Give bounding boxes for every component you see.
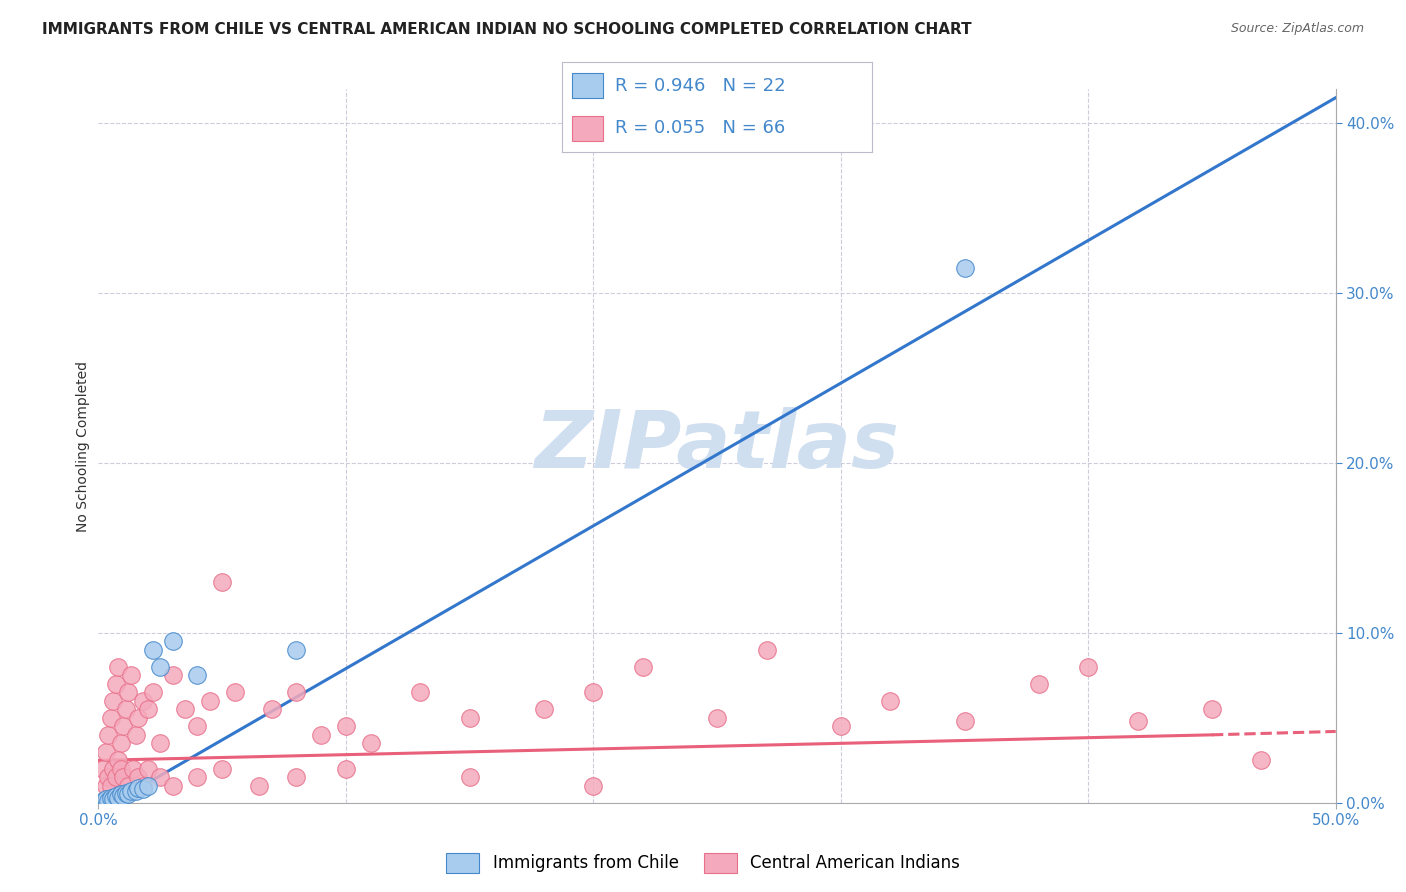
Point	[162, 634, 184, 648]
Point	[335, 762, 357, 776]
Point	[97, 794, 120, 808]
Point	[285, 685, 308, 699]
Point	[186, 770, 208, 784]
Point	[1126, 714, 1149, 729]
Text: R = 0.946   N = 22: R = 0.946 N = 22	[614, 77, 786, 95]
Point	[110, 762, 132, 776]
Point	[97, 770, 120, 784]
Point	[1028, 677, 1050, 691]
Point	[97, 728, 120, 742]
Point	[117, 779, 139, 793]
Point	[94, 792, 117, 806]
Point	[1250, 753, 1272, 767]
Point	[149, 770, 172, 784]
Point	[132, 782, 155, 797]
Point	[104, 770, 127, 784]
Point	[285, 643, 308, 657]
Point	[100, 711, 122, 725]
Point	[93, 762, 115, 776]
Point	[149, 736, 172, 750]
Point	[211, 574, 233, 589]
Point	[103, 694, 125, 708]
Point	[94, 745, 117, 759]
Point	[124, 728, 146, 742]
Point	[224, 685, 246, 699]
Point	[631, 660, 654, 674]
Point	[335, 719, 357, 733]
Point	[100, 779, 122, 793]
Point	[142, 643, 165, 657]
Point	[162, 779, 184, 793]
Point	[117, 787, 139, 801]
Point	[1201, 702, 1223, 716]
Point	[100, 790, 122, 805]
Point	[112, 719, 135, 733]
FancyBboxPatch shape	[572, 73, 603, 98]
Point	[1077, 660, 1099, 674]
Point	[582, 779, 605, 793]
Point	[103, 792, 125, 806]
Point	[409, 685, 432, 699]
Point	[360, 736, 382, 750]
Text: IMMIGRANTS FROM CHILE VS CENTRAL AMERICAN INDIAN NO SCHOOLING COMPLETED CORRELAT: IMMIGRANTS FROM CHILE VS CENTRAL AMERICA…	[42, 22, 972, 37]
Point	[211, 762, 233, 776]
Point	[127, 780, 149, 795]
Point	[114, 702, 136, 716]
Point	[136, 762, 159, 776]
Point	[120, 668, 142, 682]
Legend: Immigrants from Chile, Central American Indians: Immigrants from Chile, Central American …	[439, 847, 967, 880]
Point	[285, 770, 308, 784]
Point	[122, 762, 145, 776]
Point	[830, 719, 852, 733]
Point	[136, 702, 159, 716]
Point	[114, 786, 136, 800]
Text: ZIPatlas: ZIPatlas	[534, 407, 900, 485]
Point	[260, 702, 283, 716]
Point	[104, 789, 127, 803]
Point	[120, 784, 142, 798]
Point	[953, 260, 976, 275]
Point	[93, 794, 115, 808]
Y-axis label: No Schooling Completed: No Schooling Completed	[76, 360, 90, 532]
Point	[755, 643, 778, 657]
Point	[458, 770, 481, 784]
Point	[107, 790, 129, 805]
Point	[533, 702, 555, 716]
Point	[162, 668, 184, 682]
FancyBboxPatch shape	[572, 116, 603, 141]
Point	[127, 711, 149, 725]
Point	[110, 736, 132, 750]
Point	[117, 685, 139, 699]
Point	[94, 779, 117, 793]
Point	[149, 660, 172, 674]
Text: R = 0.055   N = 66: R = 0.055 N = 66	[614, 120, 785, 137]
Point	[112, 789, 135, 803]
Point	[309, 728, 332, 742]
Point	[136, 779, 159, 793]
Point	[247, 779, 270, 793]
Point	[953, 714, 976, 729]
Point	[186, 668, 208, 682]
Point	[186, 719, 208, 733]
Point	[103, 762, 125, 776]
Point	[458, 711, 481, 725]
Point	[132, 779, 155, 793]
Point	[110, 787, 132, 801]
Point	[127, 770, 149, 784]
Point	[706, 711, 728, 725]
Point	[112, 770, 135, 784]
Point	[879, 694, 901, 708]
Point	[107, 753, 129, 767]
Point	[198, 694, 221, 708]
Point	[582, 685, 605, 699]
Point	[124, 784, 146, 798]
Point	[132, 694, 155, 708]
Point	[174, 702, 197, 716]
Point	[142, 685, 165, 699]
Text: Source: ZipAtlas.com: Source: ZipAtlas.com	[1230, 22, 1364, 36]
Point	[104, 677, 127, 691]
Point	[107, 660, 129, 674]
